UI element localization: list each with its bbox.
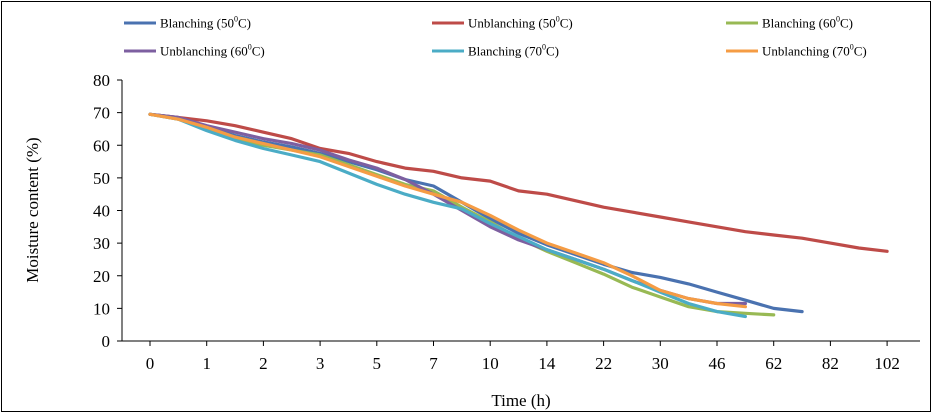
y-tick-label: 20 (93, 267, 110, 286)
legend-label: Unblanching (600C) (160, 43, 265, 59)
x-tick-label: 30 (652, 354, 669, 373)
x-tick-label: 102 (874, 354, 900, 373)
x-tick-label: 46 (709, 354, 726, 373)
series-line-5 (148, 112, 747, 319)
y-axis-title: Moisture content (%) (23, 137, 42, 282)
legend-label: Unblanching (700C) (762, 43, 867, 59)
y-tick-label: 80 (93, 71, 110, 90)
x-tick-label: 1 (202, 354, 211, 373)
x-tick-label: 7 (429, 354, 438, 373)
series-line-6 (148, 112, 747, 309)
y-tick-label: 30 (93, 234, 110, 253)
y-tick-label: 10 (93, 299, 110, 318)
y-tick-label: 50 (93, 169, 110, 188)
series-line-2 (148, 112, 889, 253)
x-tick-label: 62 (765, 354, 782, 373)
x-tick-label: 5 (373, 354, 382, 373)
x-tick-label: 14 (538, 354, 556, 373)
x-tick-label: 10 (482, 354, 499, 373)
x-tick-label: 3 (316, 354, 325, 373)
series-line-3 (148, 112, 776, 317)
x-tick-label: 82 (822, 354, 839, 373)
legend-label: Unblanching (500C) (468, 15, 573, 31)
x-axis-title: Time (h) (491, 391, 550, 410)
y-tick-label: 60 (93, 136, 110, 155)
legend-label: Blanching (700C) (468, 43, 559, 59)
y-tick-label: 70 (93, 104, 110, 123)
y-tick-label: 0 (102, 332, 111, 351)
x-tick-label: 22 (595, 354, 612, 373)
legend-label: Blanching (500C) (160, 15, 251, 31)
x-tick-label: 2 (259, 354, 268, 373)
x-tick-label: 0 (146, 354, 155, 373)
legend-label: Blanching (600C) (762, 15, 853, 31)
y-tick-label: 40 (93, 202, 110, 221)
